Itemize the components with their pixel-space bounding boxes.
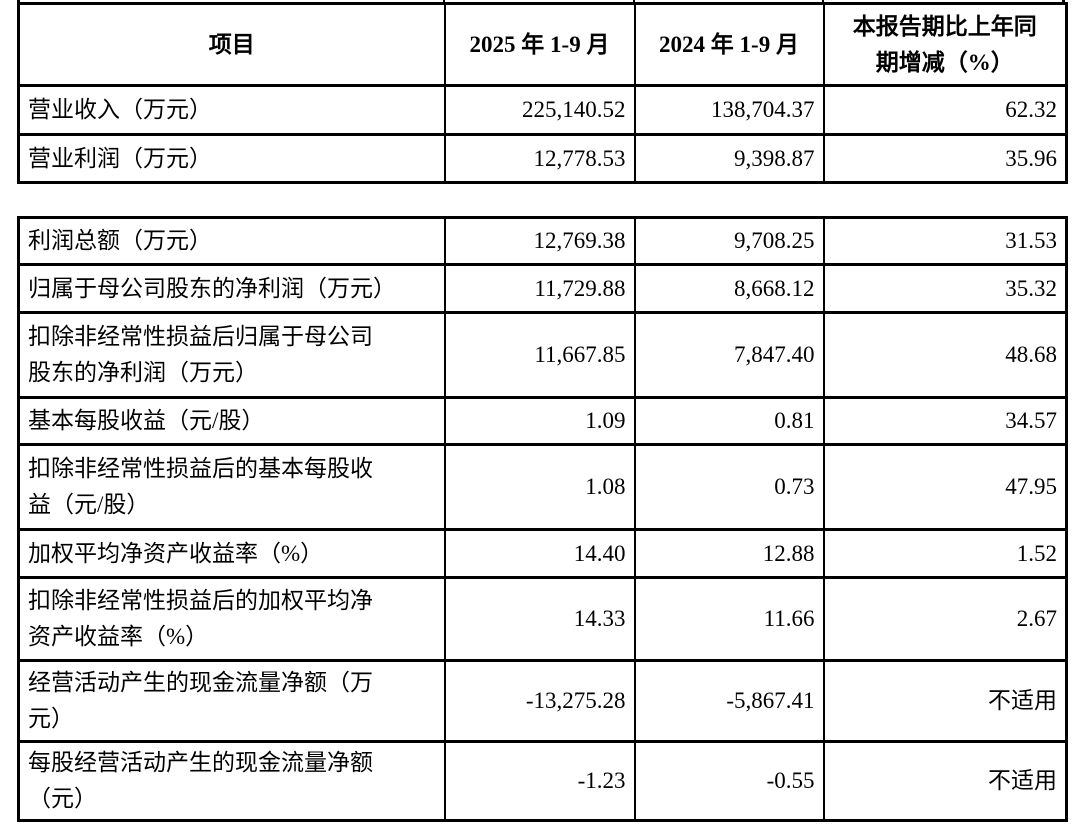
item-cell: 每股经营活动产生的现金流量净额 （元） (17, 740, 446, 822)
change-cell: 62.32 (822, 84, 1068, 136)
table-row: 基本每股收益（元/股） 1.09 0.81 34.57 (17, 396, 1068, 446)
value-2024-cell: 8,668.12 (633, 263, 825, 314)
table-row: 扣除非经常性损益后的加权平均净 资产收益率（%） 14.33 11.66 2.6… (17, 576, 1068, 662)
table-row: 扣除非经常性损益后归属于母公司 股东的净利润（万元） 11,667.85 7,8… (17, 311, 1068, 399)
value-2024-cell: 7,847.40 (633, 311, 825, 399)
change-cell: 不适用 (822, 659, 1068, 743)
table-row: 营业利润（万元） 12,778.53 9,398.87 35.96 (17, 133, 1068, 184)
value-2025-cell: -1.23 (443, 740, 636, 822)
value-2024-cell: 12.88 (633, 528, 825, 579)
value-2025-cell: 11,667.85 (443, 311, 636, 399)
value-2025-cell: 12,778.53 (443, 133, 636, 184)
value-2024-cell: 138,704.37 (633, 84, 825, 136)
change-cell: 34.57 (822, 396, 1068, 446)
change-cell: 1.52 (822, 528, 1068, 579)
change-cell: 35.32 (822, 263, 1068, 314)
header-row: 项目 2025 年 1-9 月 2024 年 1-9 月 本报告期比上年同 期增… (17, 2, 1068, 87)
table-row: 归属于母公司股东的净利润（万元） 11,729.88 8,668.12 35.3… (17, 263, 1068, 314)
value-2025-cell: 225,140.52 (443, 84, 636, 136)
change-cell: 不适用 (822, 740, 1068, 822)
value-2025-cell: 1.09 (443, 396, 636, 446)
value-2024-cell: -5,867.41 (633, 659, 825, 743)
item-cell: 扣除非经常性损益后归属于母公司 股东的净利润（万元） (17, 311, 446, 399)
table-row: 经营活动产生的现金流量净额（万 元） -13,275.28 -5,867.41 … (17, 659, 1068, 743)
item-cell: 基本每股收益（元/股） (17, 396, 446, 446)
value-2024-cell: 11.66 (633, 576, 825, 662)
table-row: 加权平均净资产收益率（%） 14.40 12.88 1.52 (17, 528, 1068, 579)
item-cell: 营业收入（万元） (17, 84, 446, 136)
value-2024-cell: 0.73 (633, 443, 825, 531)
change-cell: 47.95 (822, 443, 1068, 531)
summary-table-top: 项目 2025 年 1-9 月 2024 年 1-9 月 本报告期比上年同 期增… (17, 2, 1068, 184)
value-2025-cell: 1.08 (443, 443, 636, 531)
item-cell: 利润总额（万元） (17, 216, 446, 266)
item-cell: 营业利润（万元） (17, 133, 446, 184)
item-cell: 扣除非经常性损益后的基本每股收 益（元/股） (17, 443, 446, 531)
value-2024-cell: 9,708.25 (633, 216, 825, 266)
item-cell: 加权平均净资产收益率（%） (17, 528, 446, 579)
change-cell: 31.53 (822, 216, 1068, 266)
value-2024-cell: 9,398.87 (633, 133, 825, 184)
change-cell: 2.67 (822, 576, 1068, 662)
summary-table-main: 利润总额（万元） 12,769.38 9,708.25 31.53 归属于母公司… (17, 216, 1068, 822)
table-row: 扣除非经常性损益后的基本每股收 益（元/股） 1.08 0.73 47.95 (17, 443, 1068, 531)
table-row: 利润总额（万元） 12,769.38 9,708.25 31.53 (17, 216, 1068, 266)
item-cell: 归属于母公司股东的净利润（万元） (17, 263, 446, 314)
change-cell: 35.96 (822, 133, 1068, 184)
value-2025-cell: 14.40 (443, 528, 636, 579)
value-2025-cell: 11,729.88 (443, 263, 636, 314)
item-cell: 经营活动产生的现金流量净额（万 元） (17, 659, 446, 743)
value-2025-cell: -13,275.28 (443, 659, 636, 743)
header-change: 本报告期比上年同 期增减（%） (822, 2, 1068, 87)
header-2025: 2025 年 1-9 月 (443, 2, 636, 87)
value-2025-cell: 12,769.38 (443, 216, 636, 266)
table-row: 营业收入（万元） 225,140.52 138,704.37 62.32 (17, 84, 1068, 136)
header-item: 项目 (17, 2, 446, 87)
change-cell: 48.68 (822, 311, 1068, 399)
value-2025-cell: 14.33 (443, 576, 636, 662)
header-2024: 2024 年 1-9 月 (633, 2, 825, 87)
value-2024-cell: -0.55 (633, 740, 825, 822)
item-cell: 扣除非经常性损益后的加权平均净 资产收益率（%） (17, 576, 446, 662)
table-row: 每股经营活动产生的现金流量净额 （元） -1.23 -0.55 不适用 (17, 740, 1068, 822)
value-2024-cell: 0.81 (633, 396, 825, 446)
